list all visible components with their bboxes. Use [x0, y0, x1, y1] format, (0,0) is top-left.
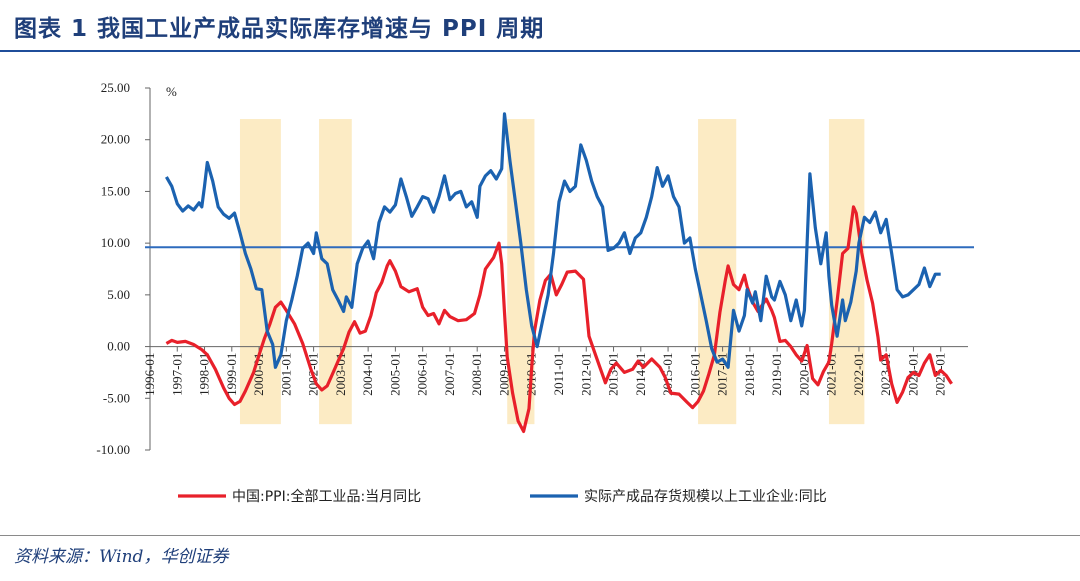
- x-tick-label: 2014-01: [633, 353, 648, 396]
- x-tick-label: 1998-01: [197, 353, 212, 396]
- header-divider: [0, 50, 1080, 52]
- y-tick-label: 15.00: [101, 183, 130, 198]
- y-axis-unit: %: [166, 84, 177, 99]
- x-tick-label: 1996-01: [142, 353, 157, 396]
- x-tick-label: 2008-01: [469, 353, 484, 396]
- x-tick-label: 2001-01: [278, 353, 293, 396]
- y-tick-label: 20.00: [101, 132, 130, 147]
- y-tick-label: 5.00: [107, 287, 130, 302]
- x-tick-label: 2018-01: [742, 353, 757, 396]
- legend: 中国:PPI:全部工业品:当月同比 实际产成品存货规模以上工业企业:同比: [178, 488, 827, 505]
- x-tick-label: 2007-01: [442, 353, 457, 396]
- x-tick-label: 2011-01: [551, 353, 566, 396]
- x-tick-label: 2020-01: [796, 353, 811, 396]
- series-line-ppi: [165, 205, 953, 433]
- y-tick-label: -5.00: [103, 390, 130, 405]
- x-tick-label: 2025-01: [933, 353, 948, 396]
- legend-label-ppi: 中国:PPI:全部工业品:当月同比: [232, 488, 421, 505]
- x-tick-label: 2019-01: [769, 353, 784, 396]
- shaded-periods: [239, 119, 865, 425]
- x-tick-label: 2022-01: [851, 353, 866, 396]
- x-tick-label: 2006-01: [415, 353, 430, 396]
- shaded-period-5: [828, 119, 865, 425]
- chart-header: 图表 1 我国工业产成品实际库存增速与 PPI 周期: [0, 0, 1080, 52]
- x-tick-label: 1997-01: [169, 353, 184, 396]
- y-tick-label: 0.00: [107, 339, 130, 354]
- y-tick-label: -10.00: [96, 442, 130, 457]
- y-tick-label: 10.00: [101, 235, 130, 250]
- footer-divider: [0, 535, 1080, 536]
- shaded-period-2: [319, 119, 352, 425]
- x-tick-label: 2015-01: [660, 353, 675, 396]
- x-tick-label: 2021-01: [824, 353, 839, 396]
- x-tick-label: 2005-01: [387, 353, 402, 396]
- x-tick-label: 2012-01: [578, 353, 593, 396]
- chart-title: 图表 1 我国工业产成品实际库存增速与 PPI 周期: [14, 16, 545, 42]
- y-axis: 25.00 20.00 15.00 10.00 5.00 0.00 -5.00 -10.00: [96, 80, 151, 457]
- shaded-period-1: [239, 119, 281, 425]
- legend-label-inventory: 实际产成品存货规模以上工业企业:同比: [584, 488, 827, 505]
- x-tick-label: 2016-01: [687, 353, 702, 396]
- series-lines: [165, 112, 953, 433]
- series-line-inventory: [165, 112, 941, 369]
- source-note: 资料来源：Wind，华创证券: [14, 547, 229, 567]
- x-tick-label: 2004-01: [360, 353, 375, 396]
- y-tick-label: 25.00: [101, 80, 130, 95]
- x-tick-label: 1999-01: [224, 353, 239, 396]
